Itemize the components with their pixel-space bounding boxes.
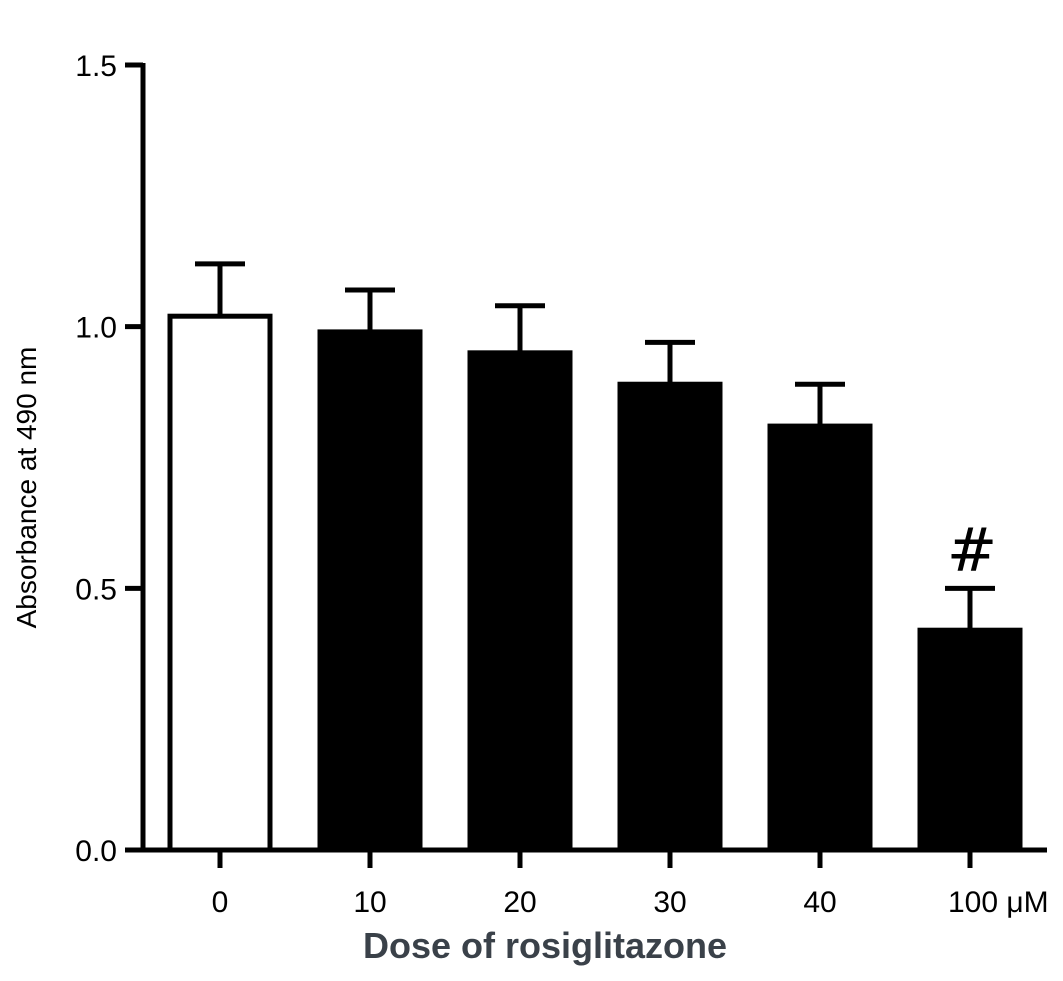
bar	[167, 313, 273, 853]
annotations-layer: #	[947, 515, 997, 585]
y-ticks-layer: 0.0 0.5 1.0 1.5	[75, 50, 143, 868]
x-tick-label: 40	[803, 886, 836, 919]
x-tick-label: 10	[353, 886, 386, 919]
x-tick-label: 0	[212, 886, 229, 919]
y-tick-label: 0.0	[75, 835, 117, 868]
bar	[317, 329, 423, 853]
x-tick-label: 100 μM	[948, 886, 1049, 919]
axes-layer	[140, 63, 1047, 853]
bar	[767, 423, 873, 853]
significance-marker: #	[947, 515, 997, 585]
y-axis-label: Absorbance at 490 nm	[11, 347, 42, 629]
y-tick-label: 1.5	[75, 50, 117, 83]
bars-layer	[167, 313, 1023, 853]
bar	[617, 381, 723, 853]
x-ticks-layer: 0 10 20 30 40 100 μM	[212, 850, 1049, 919]
error-bars-layer	[195, 261, 995, 631]
x-tick-label: 30	[653, 886, 686, 919]
bar	[917, 627, 1023, 853]
y-tick-label: 1.0	[75, 312, 117, 345]
bar	[467, 350, 573, 853]
x-axis-label: Dose of rosiglitazone	[363, 925, 727, 966]
x-tick-label: 20	[503, 886, 536, 919]
y-tick-label: 0.5	[75, 573, 117, 606]
